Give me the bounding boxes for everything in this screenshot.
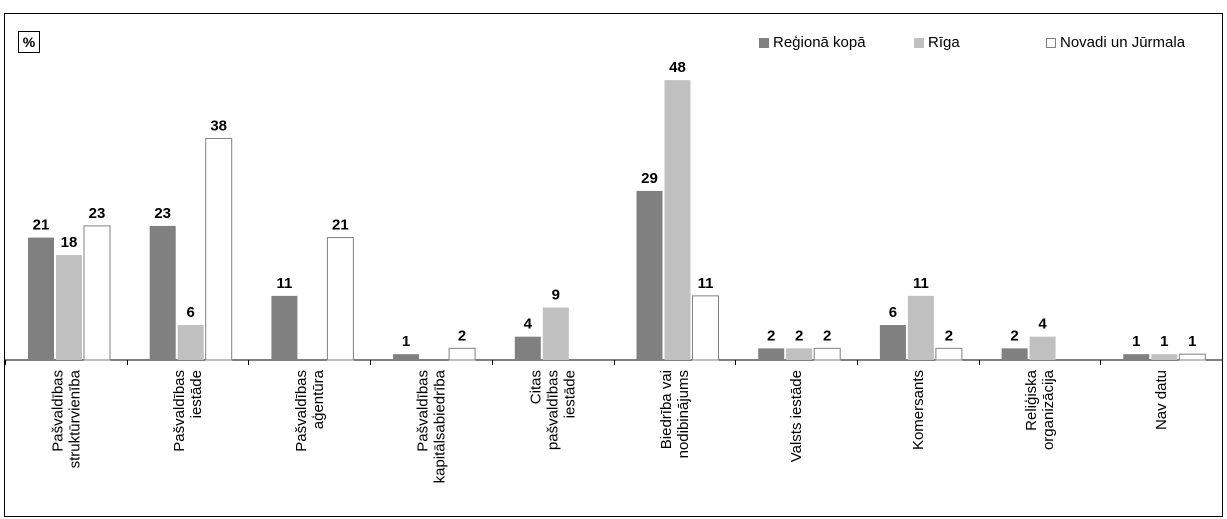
category-label-line: Pašvaldības <box>293 370 310 452</box>
data-label: 11 <box>276 275 292 292</box>
category-label-line: Biedrība vai <box>658 370 675 449</box>
bar <box>1123 354 1150 360</box>
bar <box>326 237 354 361</box>
category-label-line: aģentūra <box>310 369 327 429</box>
category-label-line: Pašvaldības <box>171 370 188 452</box>
bar <box>393 354 420 360</box>
data-label: 2 <box>767 327 775 344</box>
bar <box>271 295 298 360</box>
category-label: Pašvaldībasaģentūra <box>293 369 327 451</box>
data-label: 38 <box>210 117 227 134</box>
legend-label: Novadi un Jūrmala <box>1060 34 1186 51</box>
bar <box>177 325 204 360</box>
category-label: Komersants <box>910 370 927 450</box>
data-label: 4 <box>524 316 533 333</box>
legend-swatch <box>1046 37 1056 48</box>
data-label: 11 <box>913 275 929 292</box>
category-label-line: Nav datu <box>1153 370 1170 430</box>
data-label: 29 <box>641 170 658 187</box>
data-label: 21 <box>33 217 50 234</box>
data-label: 1 <box>402 333 410 350</box>
bar <box>514 336 541 360</box>
bar <box>149 225 176 360</box>
bar <box>448 347 476 361</box>
data-label: 1 <box>1188 333 1196 350</box>
category-label-line: kapitālsabiedrība <box>431 369 448 483</box>
data-label: 2 <box>458 327 466 344</box>
category-label: Pašvaldībasiestāde <box>171 370 205 452</box>
data-label: 4 <box>1038 316 1047 333</box>
category-label-line: Citas <box>528 370 545 404</box>
legend-item: Rīga <box>914 34 960 51</box>
category-label-line: iestāde <box>188 370 205 418</box>
legend-swatch <box>914 37 924 48</box>
bar <box>907 295 934 360</box>
legend-swatch <box>759 37 769 48</box>
data-label: 23 <box>154 205 171 222</box>
category-label: Nav datu <box>1153 370 1170 430</box>
legend-label: Rīga <box>928 34 960 51</box>
data-label: 2 <box>945 327 953 344</box>
category-label-line: Valsts iestāde <box>788 370 805 462</box>
category-label: Biedrība vainodibinājums <box>658 370 692 458</box>
data-label: 6 <box>889 304 897 321</box>
bar <box>935 347 963 361</box>
bar <box>1001 348 1028 360</box>
data-label: 2 <box>1010 327 1018 344</box>
bar <box>28 237 54 360</box>
bar <box>664 80 691 360</box>
bar <box>879 325 906 360</box>
bar <box>1151 354 1178 360</box>
category-label-line: nodibinājums <box>675 370 692 458</box>
category-label-line: organizācija <box>1040 369 1057 450</box>
category-label-line: iestāde <box>562 370 579 418</box>
legend-item: Novadi un Jūrmala <box>1046 34 1185 51</box>
category-label-line: Komersants <box>910 370 927 450</box>
bar <box>636 190 663 360</box>
category-label: Reliģiskaorganizācija <box>1023 369 1057 450</box>
category-label: Valsts iestāde <box>788 370 805 462</box>
category-label: Pašvaldībasstruktūrvienība <box>49 369 83 468</box>
data-label: 18 <box>61 234 78 251</box>
category-label-line: Pašvaldības <box>49 370 66 452</box>
bar <box>786 348 813 360</box>
data-label: 9 <box>552 287 560 304</box>
data-label: 23 <box>89 205 106 222</box>
data-label: 1 <box>1160 333 1168 350</box>
bar-chart: 211823Pašvaldībasstruktūrvienība23638Paš… <box>5 59 1222 483</box>
bar <box>813 347 841 361</box>
category-label-line: pašvaldības <box>545 370 562 450</box>
bar <box>56 255 82 360</box>
data-label: 48 <box>669 59 686 76</box>
bar <box>205 137 233 361</box>
bar <box>1178 353 1206 361</box>
bar <box>1029 336 1056 360</box>
category-label-line: Reliģiska <box>1023 369 1040 431</box>
bar <box>692 295 719 361</box>
category-label-line: struktūrvienība <box>66 369 83 468</box>
data-label: 21 <box>332 217 349 234</box>
data-label: 2 <box>795 327 803 344</box>
data-label: 1 <box>1132 333 1140 350</box>
unit-label: % <box>18 31 40 53</box>
data-label: 11 <box>698 275 714 292</box>
legend-label: Reģionā kopā <box>773 34 866 51</box>
category-label: Citaspašvaldībasiestāde <box>528 370 579 450</box>
data-label: 2 <box>823 327 831 344</box>
data-label: 6 <box>187 304 195 321</box>
bar <box>83 225 111 361</box>
bar <box>542 307 569 360</box>
chart-frame: % 21 18 23 Pašvaldībasstruktūrvienība 23 6 38 P… <box>4 13 1223 517</box>
bar <box>758 348 785 360</box>
category-label: Pašvaldībaskapitālsabiedrība <box>414 369 448 483</box>
category-label-line: Pašvaldības <box>414 370 431 452</box>
legend-item: Reģionā kopā <box>759 34 866 51</box>
